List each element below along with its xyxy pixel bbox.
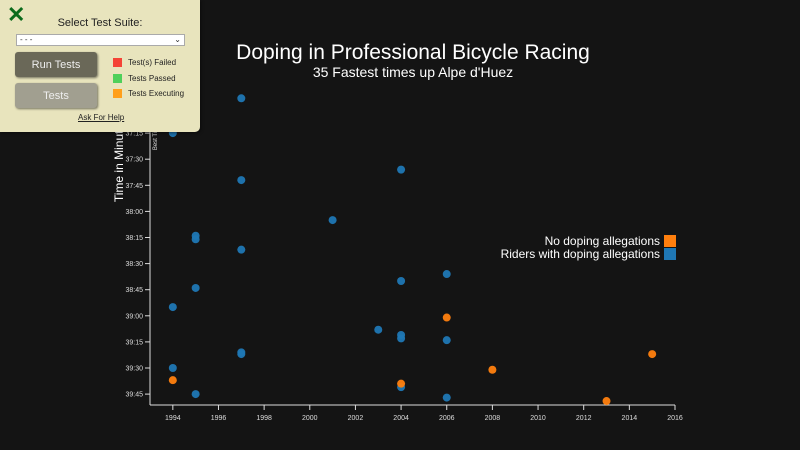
data-point bbox=[168, 376, 177, 385]
data-point bbox=[237, 245, 246, 254]
data-point bbox=[328, 216, 337, 225]
x-tick-label: 2010 bbox=[530, 415, 546, 422]
data-point bbox=[442, 336, 451, 345]
data-point bbox=[602, 397, 611, 406]
x-tick-label: 2002 bbox=[348, 415, 364, 422]
legend-item-doping: Riders with doping allegations bbox=[501, 247, 676, 261]
x-tick-label: 2012 bbox=[576, 415, 592, 422]
legend-swatch-blue bbox=[664, 248, 676, 260]
data-point bbox=[397, 277, 406, 285]
close-x-icon[interactable]: ✕ bbox=[7, 2, 26, 27]
legend-swatch-orange bbox=[664, 235, 676, 247]
y-tick-label: 37:30 bbox=[125, 157, 143, 164]
x-tick-label: 2014 bbox=[622, 415, 638, 422]
data-point bbox=[191, 235, 200, 244]
data-point bbox=[168, 364, 177, 372]
y-tick-label: 37:45 bbox=[125, 183, 143, 190]
y-tick-label: 38:30 bbox=[125, 261, 143, 268]
data-point bbox=[191, 283, 200, 292]
passed-square-icon bbox=[113, 74, 122, 83]
legend-item-no-doping: No doping allegations bbox=[545, 234, 676, 248]
select-test-suite-label: Select Test Suite: bbox=[57, 17, 143, 29]
y-tick-label: 38:15 bbox=[125, 235, 143, 242]
data-point bbox=[397, 334, 406, 343]
x-tick-label: 1996 bbox=[211, 415, 227, 422]
data-point bbox=[442, 393, 451, 402]
x-tick-label: 2008 bbox=[485, 415, 501, 422]
y-tick-label: 37:15 bbox=[125, 131, 143, 138]
y-tick-label: 39:00 bbox=[125, 313, 143, 320]
test-suite-select[interactable]: - - - ⌄ bbox=[16, 34, 185, 46]
failed-square-icon bbox=[113, 58, 122, 67]
data-point bbox=[191, 390, 200, 399]
status-passed: Tests Passed bbox=[113, 74, 176, 83]
data-point bbox=[237, 176, 246, 185]
x-tick-label: 2016 bbox=[667, 415, 683, 422]
legend-label: Riders with doping allegations bbox=[500, 247, 660, 261]
select-value: - - - bbox=[20, 35, 33, 44]
status-label: Tests Executing bbox=[128, 89, 185, 98]
ask-for-help-link[interactable]: Ask For Help bbox=[78, 113, 125, 122]
chevron-down-icon: ⌄ bbox=[174, 35, 181, 44]
executing-square-icon bbox=[113, 89, 122, 98]
status-label: Test(s) Failed bbox=[128, 58, 177, 67]
y-tick-label: 39:15 bbox=[125, 339, 143, 346]
data-point bbox=[374, 325, 383, 334]
run-tests-button[interactable]: Run Tests bbox=[15, 52, 97, 77]
data-point bbox=[648, 350, 657, 359]
data-point bbox=[237, 350, 246, 359]
status-failed: Test(s) Failed bbox=[113, 58, 176, 67]
x-tick-label: 1998 bbox=[256, 415, 272, 422]
status-label: Tests Passed bbox=[128, 74, 176, 83]
x-tick-label: 2000 bbox=[302, 415, 318, 422]
chart-title: Doping in Professional Bicycle Racing bbox=[236, 41, 590, 64]
y-tick-label: 39:30 bbox=[125, 366, 143, 373]
y-tick-label: 38:00 bbox=[125, 209, 143, 216]
tests-button[interactable]: Tests bbox=[15, 83, 97, 108]
x-tick-label: 2004 bbox=[393, 415, 409, 422]
y-tick-label: 39:45 bbox=[125, 392, 143, 399]
data-point bbox=[237, 94, 246, 103]
x-tick-label: 1994 bbox=[165, 415, 181, 422]
test-suite-panel: ✕ Select Test Suite: - - - ⌄ Run Tests Te… bbox=[0, 0, 200, 132]
data-point bbox=[397, 165, 406, 174]
y-axis-label: Time in Minutes bbox=[112, 118, 126, 202]
data-point bbox=[397, 379, 406, 388]
status-executing: Tests Executing bbox=[113, 89, 184, 98]
data-point bbox=[442, 313, 451, 322]
chart-subtitle: 35 Fastest times up Alpe d'Huez bbox=[312, 64, 514, 80]
x-tick-label: 2006 bbox=[439, 415, 455, 422]
y-tick-label: 38:45 bbox=[125, 287, 143, 294]
data-point bbox=[442, 270, 451, 279]
data-point bbox=[488, 365, 497, 374]
legend-label: No doping allegations bbox=[544, 234, 660, 248]
data-point bbox=[168, 303, 177, 312]
